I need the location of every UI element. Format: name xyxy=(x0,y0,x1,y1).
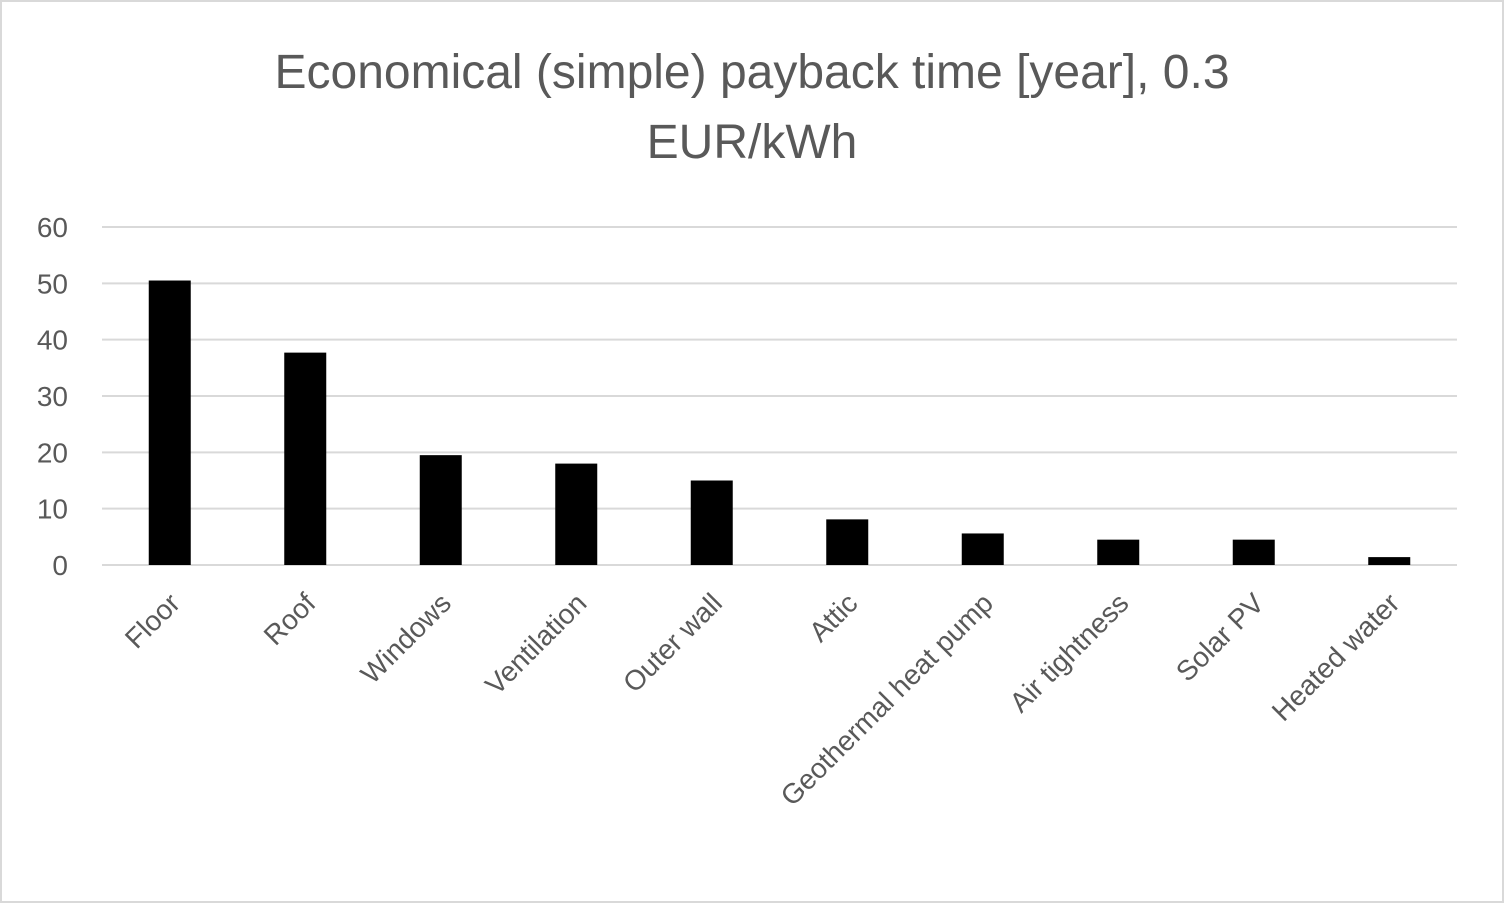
x-category-label: Attic xyxy=(803,587,863,647)
bar-floor xyxy=(148,280,191,565)
x-category-label: Outer wall xyxy=(617,587,728,698)
bar-outer-wall xyxy=(690,480,733,565)
bar-solar-pv xyxy=(1232,539,1275,565)
y-tick-label: 30 xyxy=(37,381,68,412)
y-tick-label: 20 xyxy=(37,437,68,468)
chart-title: Economical (simple) payback time [year],… xyxy=(0,38,1504,178)
x-category-label: Floor xyxy=(119,587,186,654)
bar-heated-water xyxy=(1368,557,1411,565)
x-category-label: Windows xyxy=(355,587,457,689)
x-category-label: Air tightness xyxy=(1004,587,1135,718)
y-tick-label: 40 xyxy=(37,325,68,356)
chart-title-line-2: EUR/kWh xyxy=(646,116,858,169)
bar-windows xyxy=(419,455,462,565)
x-category-label: Heated water xyxy=(1266,587,1406,727)
y-axis-tick-labels: 0 10 20 30 40 50 60 xyxy=(37,212,68,581)
bars xyxy=(148,280,1411,565)
y-tick-label: 0 xyxy=(52,550,68,581)
y-tick-label: 10 xyxy=(37,494,68,525)
x-category-label: Solar PV xyxy=(1170,587,1270,687)
x-axis-category-labels: Floor Roof Windows Ventilation Outer wall Att… xyxy=(119,587,1406,812)
x-category-label: Roof xyxy=(258,587,322,651)
chart-title-line-1: Economical (simple) payback time [year],… xyxy=(274,46,1230,99)
bar-geothermal-heat-pump xyxy=(961,533,1004,565)
bar-air-tightness xyxy=(1097,539,1140,565)
y-tick-label: 60 xyxy=(37,212,68,243)
bar-ventilation xyxy=(555,463,598,565)
gridlines xyxy=(102,226,1457,566)
bar-attic xyxy=(826,519,869,565)
bar-roof xyxy=(284,352,327,565)
x-category-label: Ventilation xyxy=(479,587,592,700)
y-tick-label: 50 xyxy=(37,268,68,299)
